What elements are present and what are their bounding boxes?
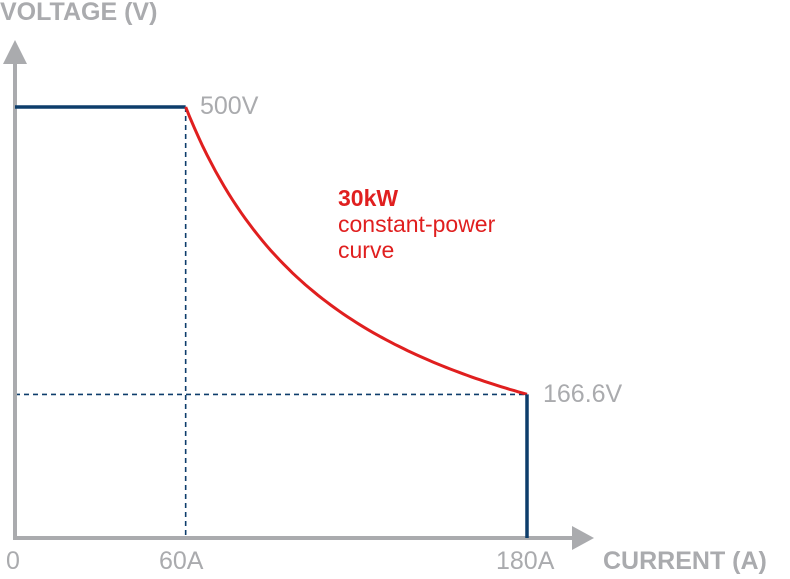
label-166v: 166.6V [543, 380, 623, 408]
y-axis-label: VOLTAGE (V) [0, 0, 158, 26]
annotation-title: 30kW [338, 185, 399, 211]
curve-annotation: 30kW constant-power curve [338, 185, 495, 263]
x-tick-60: 60A [159, 547, 204, 575]
x-tick-0: 0 [6, 547, 20, 575]
annotation-line-1: constant-power [338, 211, 496, 237]
label-500v: 500V [200, 92, 259, 120]
x-tick-180: 180A [496, 547, 555, 575]
x-axis-arrow [572, 526, 594, 550]
annotation-line-2: curve [338, 237, 395, 263]
x-axis-label: CURRENT (A) [603, 547, 767, 575]
series-constant-power-curve [184, 106, 528, 396]
y-axis-arrow [3, 40, 27, 64]
